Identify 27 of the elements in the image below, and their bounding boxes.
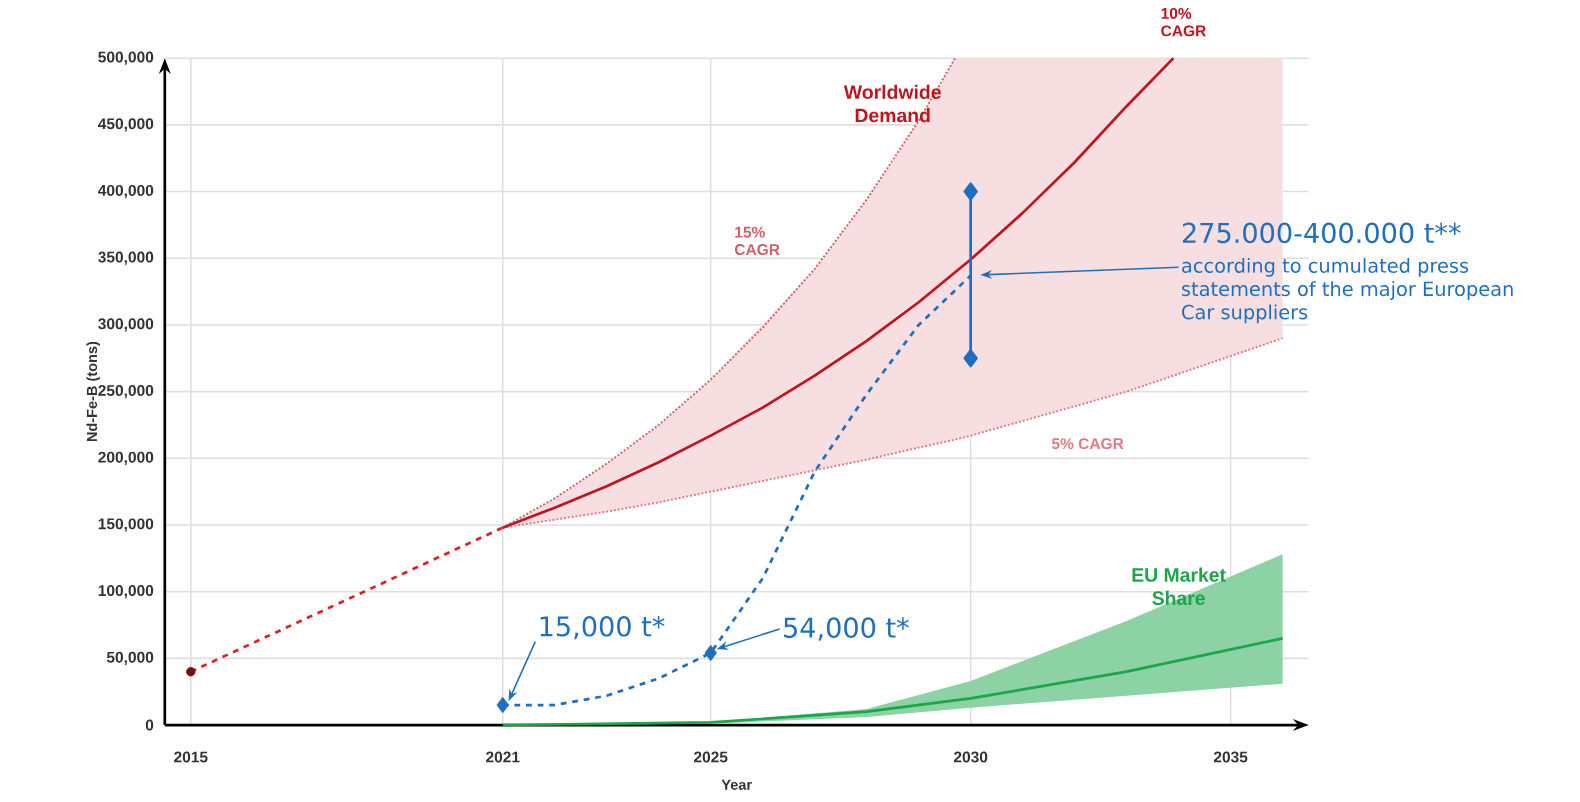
- y-axis-title: Nd-Fe-B (tons): [86, 342, 100, 442]
- y-tick-label: 150,000: [98, 518, 154, 532]
- text: 15% CAGR: [734, 226, 780, 256]
- x-axis-title: Year: [721, 779, 752, 791]
- y-tick-label: 350,000: [98, 251, 154, 266]
- y-tick-label: 50,000: [106, 651, 154, 666]
- y-tick-label: 0: [145, 719, 154, 731]
- y-tick-label: 100,000: [98, 585, 154, 599]
- x-tick-label: 2035: [1213, 751, 1248, 763]
- annotation: 54,000 t*: [784, 617, 909, 641]
- x-tick-label: 2015: [174, 751, 208, 763]
- y-tick-label: 500,000: [98, 51, 154, 65]
- y-tick-label: 200,000: [98, 451, 154, 466]
- y-tick-label: 450,000: [98, 118, 154, 132]
- annotation: 275.000-400.000 t**: [1182, 222, 1461, 244]
- annotation: EU Market Share: [1132, 567, 1226, 606]
- annotation: 15,000 t*: [540, 616, 665, 640]
- series-label: 10% CAGR: [1161, 8, 1206, 37]
- x-tick-label: 2021: [486, 751, 520, 763]
- y-tick-label: 300,000: [98, 318, 154, 332]
- x-tick-label: 2030: [953, 751, 988, 763]
- annotation: Worldwide Demand: [843, 84, 941, 123]
- series-label: 5% CAGR: [1051, 438, 1124, 450]
- y-tick-label: 250,000: [98, 385, 154, 399]
- y-tick-label: 400,000: [98, 185, 154, 199]
- annotation: according to cumulated press statements of the major European Car suppliers: [1182, 258, 1513, 324]
- x-tick-label: 2025: [694, 751, 728, 763]
